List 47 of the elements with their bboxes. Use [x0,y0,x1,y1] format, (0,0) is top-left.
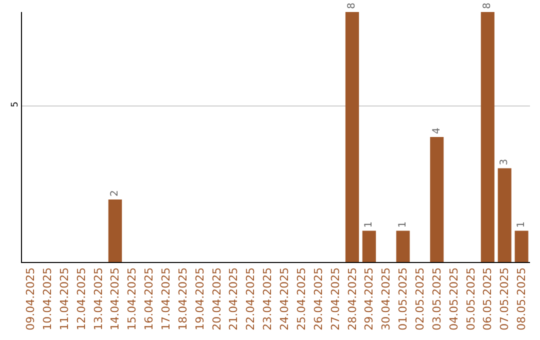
x-tick-label: 16.04.2025 [142,267,156,330]
x-tick-label: 23.04.2025 [261,267,274,330]
x-tick-label: 11.04.2025 [58,267,71,330]
x-tick-label: 28.04.2025 [346,267,359,330]
x-tick-label: 13.04.2025 [92,267,105,330]
x-tick-label: 12.04.2025 [74,267,88,330]
x-tick-label: 01.05.2025 [396,267,410,330]
data-label: 8 [482,2,494,9]
x-tick-label: 20.04.2025 [210,267,224,330]
bar [345,12,359,262]
x-tick-label: 15.04.2025 [126,267,139,330]
data-label: 1 [516,221,528,228]
x-tick-label: 25.04.2025 [294,267,308,330]
x-tick-label: 19.04.2025 [193,267,206,330]
x-tick-label: 29.04.2025 [362,267,376,330]
bar [480,12,494,262]
x-tick-label: 21.04.2025 [227,267,240,330]
bar [514,230,528,262]
x-tick-label: 24.04.2025 [278,267,292,330]
x-tick-label: 30.04.2025 [380,267,393,330]
x-tick-label: 22.04.2025 [244,267,258,330]
y-tick-label: 5 [10,102,20,108]
x-tick-label: 03.05.2025 [430,267,444,330]
x-tick-label: 08.05.2025 [515,267,528,330]
bar [108,200,122,262]
x-tick-label: 10.04.2025 [40,267,54,330]
x-tick-label: 05.05.2025 [464,267,478,330]
data-label: 1 [364,221,375,228]
x-tick-label: 14.04.2025 [108,267,122,330]
x-tick-label: 02.05.2025 [414,267,427,330]
bar [396,230,410,262]
x-tick-label: 09.04.2025 [24,267,38,330]
data-label: 2 [110,190,121,196]
bar [498,168,512,262]
x-tick-label: 07.05.2025 [498,267,512,330]
data-label: 3 [499,158,510,166]
x-tick-label: 17.04.2025 [160,267,173,330]
bar [430,137,444,262]
bar [362,230,376,262]
x-tick-label: 18.04.2025 [176,267,190,330]
x-tick-label: 06.05.2025 [481,267,494,330]
x-tick-label: 27.04.2025 [328,267,342,330]
x-tick-label: 26.04.2025 [312,267,325,330]
data-label: 8 [346,2,358,9]
data-label: 4 [431,128,442,134]
data-label: 1 [398,221,408,228]
x-tick-label: 04.05.2025 [447,267,460,330]
